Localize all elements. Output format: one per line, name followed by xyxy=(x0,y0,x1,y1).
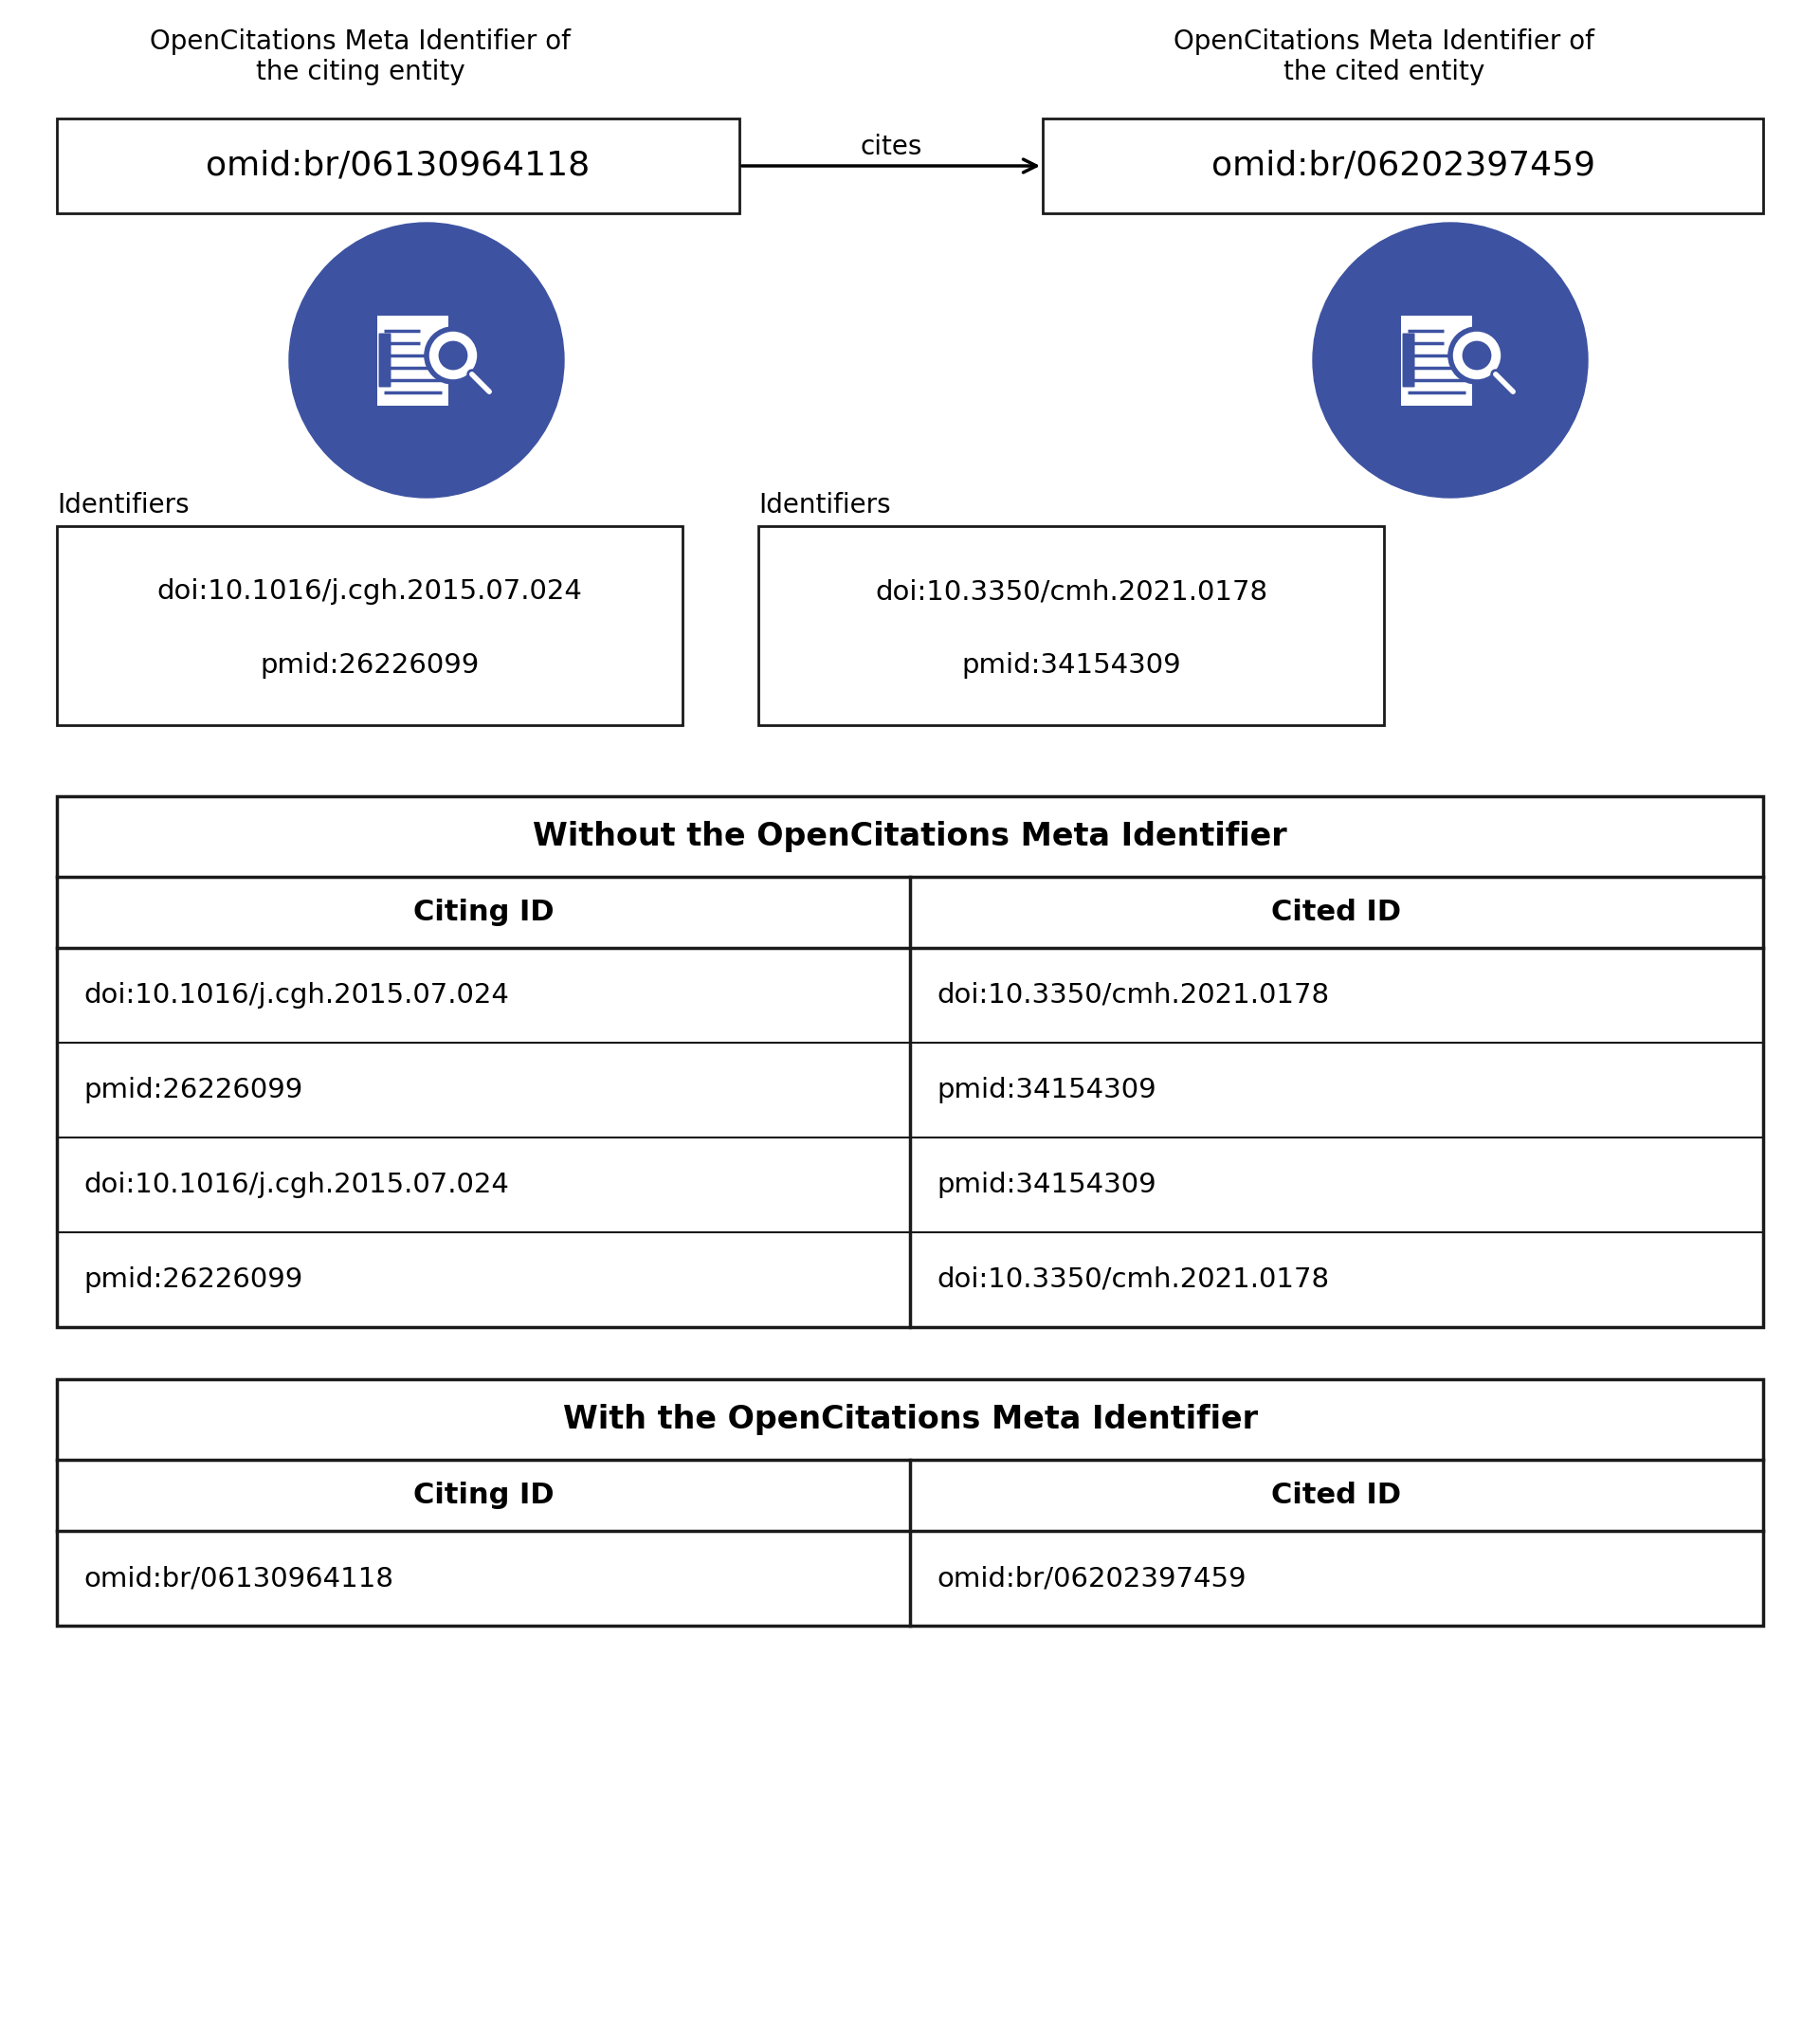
FancyBboxPatch shape xyxy=(56,119,739,214)
Text: doi:10.1016/j.cgh.2015.07.024: doi:10.1016/j.cgh.2015.07.024 xyxy=(84,982,510,1008)
Text: Citing ID: Citing ID xyxy=(413,899,553,925)
Text: cites: cites xyxy=(861,133,923,160)
Text: pmid:26226099: pmid:26226099 xyxy=(260,652,479,679)
FancyBboxPatch shape xyxy=(1043,119,1764,214)
Text: pmid:26226099: pmid:26226099 xyxy=(84,1267,302,1293)
Text: pmid:34154309: pmid:34154309 xyxy=(937,1172,1156,1198)
Text: omid:br/06130964118: omid:br/06130964118 xyxy=(206,149,590,182)
Circle shape xyxy=(439,341,468,370)
Text: doi:10.3350/cmh.2021.0178: doi:10.3350/cmh.2021.0178 xyxy=(875,578,1267,606)
Text: Identifiers: Identifiers xyxy=(759,493,890,519)
Text: doi:10.3350/cmh.2021.0178: doi:10.3350/cmh.2021.0178 xyxy=(937,982,1329,1008)
FancyBboxPatch shape xyxy=(759,525,1383,725)
Text: pmid:34154309: pmid:34154309 xyxy=(937,1077,1156,1103)
Text: omid:br/06130964118: omid:br/06130964118 xyxy=(84,1566,393,1592)
FancyBboxPatch shape xyxy=(377,315,448,406)
Text: Citing ID: Citing ID xyxy=(413,1481,553,1509)
Text: pmid:26226099: pmid:26226099 xyxy=(84,1077,302,1103)
Circle shape xyxy=(1312,222,1587,497)
FancyBboxPatch shape xyxy=(56,796,1764,1327)
Circle shape xyxy=(1461,341,1491,370)
Text: Cited ID: Cited ID xyxy=(1272,1481,1401,1509)
Text: doi:10.1016/j.cgh.2015.07.024: doi:10.1016/j.cgh.2015.07.024 xyxy=(157,578,582,606)
FancyBboxPatch shape xyxy=(379,333,391,388)
Text: OpenCitations Meta Identifier of
the citing entity: OpenCitations Meta Identifier of the cit… xyxy=(149,28,571,85)
Text: Identifiers: Identifiers xyxy=(56,493,189,519)
Text: Cited ID: Cited ID xyxy=(1272,899,1401,925)
FancyBboxPatch shape xyxy=(56,525,682,725)
Text: doi:10.3350/cmh.2021.0178: doi:10.3350/cmh.2021.0178 xyxy=(937,1267,1329,1293)
Text: omid:br/06202397459: omid:br/06202397459 xyxy=(1210,149,1594,182)
FancyBboxPatch shape xyxy=(1403,333,1414,388)
Circle shape xyxy=(289,222,564,497)
Text: Without the OpenCitations Meta Identifier: Without the OpenCitations Meta Identifie… xyxy=(533,820,1287,852)
FancyBboxPatch shape xyxy=(56,1380,1764,1626)
Text: doi:10.1016/j.cgh.2015.07.024: doi:10.1016/j.cgh.2015.07.024 xyxy=(84,1172,510,1198)
Text: pmid:34154309: pmid:34154309 xyxy=(961,652,1181,679)
Circle shape xyxy=(426,329,480,382)
Text: With the OpenCitations Meta Identifier: With the OpenCitations Meta Identifier xyxy=(562,1404,1258,1434)
Text: omid:br/06202397459: omid:br/06202397459 xyxy=(937,1566,1247,1592)
Text: OpenCitations Meta Identifier of
the cited entity: OpenCitations Meta Identifier of the cit… xyxy=(1174,28,1594,85)
FancyBboxPatch shape xyxy=(1401,315,1472,406)
Circle shape xyxy=(1451,329,1503,382)
